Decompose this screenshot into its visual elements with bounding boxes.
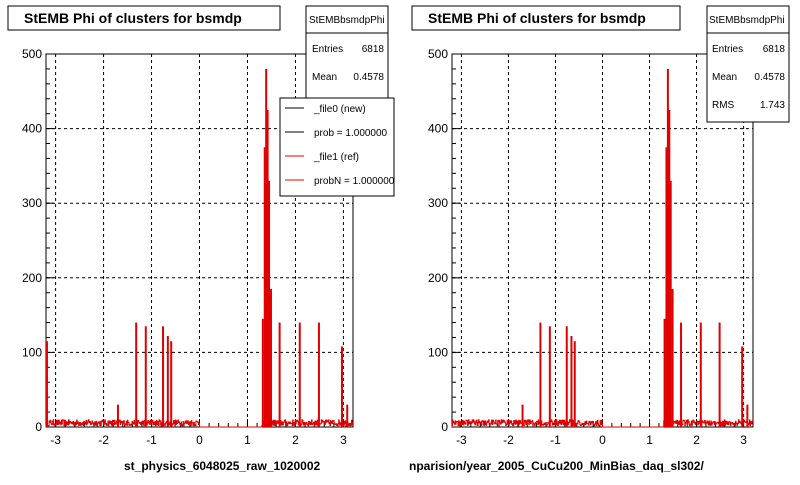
- stats-name: StEMBbsmdpPhi: [709, 15, 785, 26]
- histogram-peak: [266, 109, 269, 427]
- y-tick-label: 300: [428, 196, 448, 210]
- y-tick-label: 400: [428, 122, 448, 136]
- stats-entries-label: Entries: [312, 44, 343, 55]
- x-tick-label: 2: [292, 433, 299, 447]
- x-tick-label: 3: [740, 433, 747, 447]
- x-axis-label: nparision/year_2005_CuCu200_MinBias_daq_…: [409, 459, 704, 473]
- histogram-peak: [298, 322, 301, 427]
- histogram-peak: [548, 326, 551, 427]
- histogram-peak: [573, 341, 576, 427]
- histogram-peak: [340, 346, 343, 427]
- y-tick-label: 500: [22, 47, 42, 61]
- x-tick-label: -2: [503, 433, 514, 447]
- histogram-baseline: [45, 419, 353, 428]
- histogram-peak: [668, 109, 671, 427]
- stats-entries-value: 6818: [362, 44, 385, 55]
- histogram-peak: [669, 180, 672, 427]
- stats-entries-label: Entries: [712, 44, 743, 55]
- y-tick-label: 0: [35, 420, 42, 434]
- stats-entries-value: 6818: [763, 44, 786, 55]
- stats-mean-label: Mean: [712, 72, 737, 83]
- histogram-peak: [521, 404, 524, 427]
- histogram-peak: [116, 404, 119, 427]
- histogram-peak: [170, 341, 173, 427]
- histogram-peak: [268, 180, 271, 427]
- left-panel: StEMB Phi of clusters for bsmdp -3 -2 -1 0 1…: [7, 5, 395, 473]
- histogram-peak: [671, 288, 674, 427]
- y-tick-label: 300: [22, 196, 42, 210]
- y-tick-label: 100: [428, 345, 448, 359]
- y-tick-label: 0: [441, 420, 448, 434]
- y-tick-label: 100: [22, 345, 42, 359]
- chart-title: StEMB Phi of clusters for bsmdp: [428, 10, 646, 26]
- histogram-peak: [166, 335, 169, 427]
- title-box: [7, 5, 281, 31]
- x-tick-label: 1: [646, 433, 653, 447]
- legend-label-ref: _file1 (ref): [313, 152, 359, 163]
- legend-label-prob: prob = 1.000000: [314, 128, 388, 139]
- stats-mean-value: 0.4578: [754, 72, 785, 83]
- histogram-peak: [135, 322, 138, 427]
- histogram-peak: [680, 322, 683, 427]
- histogram-peak: [666, 68, 669, 428]
- title-box: [411, 5, 681, 31]
- stats-rms-label: RMS: [712, 100, 735, 111]
- x-tick-label: -2: [98, 433, 109, 447]
- y-tick-label: 500: [428, 47, 448, 61]
- chart-title: StEMB Phi of clusters for bsmdp: [24, 10, 242, 26]
- y-tick-label: 200: [428, 271, 448, 285]
- histogram-peak: [317, 322, 320, 427]
- x-tick-label: 1: [244, 433, 251, 447]
- x-axis-label: st_physics_6048025_raw_1020002: [124, 459, 320, 473]
- legend-label-new: _file0 (new): [313, 104, 366, 115]
- x-tick-label: -1: [146, 433, 157, 447]
- y-tick-label: 400: [22, 122, 42, 136]
- histogram-peak: [263, 147, 266, 427]
- histogram-peak: [45, 341, 48, 427]
- stats-mean-label: Mean: [312, 72, 337, 83]
- histogram-peak: [741, 346, 744, 427]
- histogram-peak: [539, 322, 542, 427]
- histogram-peak: [718, 322, 721, 427]
- histogram-peak: [699, 322, 702, 427]
- x-tick-label: 2: [693, 433, 700, 447]
- histogram-peak: [346, 404, 349, 427]
- histogram-peak: [144, 326, 147, 427]
- histogram-peak: [570, 335, 573, 427]
- histogram-peak: [278, 322, 281, 427]
- x-tick-label: 3: [340, 433, 347, 447]
- x-tick-label: 0: [196, 433, 203, 447]
- y-tick-label: 200: [22, 271, 42, 285]
- x-tick-label: 0: [599, 433, 606, 447]
- x-tick-label: -3: [456, 433, 467, 447]
- histogram-peak: [746, 404, 749, 427]
- legend: _file0 (new) prob = 1.000000 _file1 (ref…: [279, 97, 395, 197]
- histogram-peak: [261, 318, 264, 427]
- x-tick-label: -3: [50, 433, 61, 447]
- histogram-baseline: [451, 419, 753, 428]
- histogram-peak: [162, 326, 165, 427]
- histogram-peak: [665, 147, 668, 427]
- histogram-peak: [265, 68, 268, 428]
- histogram-peak: [663, 318, 666, 427]
- stats-mean-value: 0.4578: [353, 72, 384, 83]
- right-panel: StEMB Phi of clusters for bsmdp -3 -2 -1 0 1…: [409, 5, 790, 473]
- x-tick-label: -1: [550, 433, 561, 447]
- stats-box: StEMBbsmdpPhi Entries 6818 Mean 0.4578 R…: [706, 5, 790, 123]
- histogram-peak: [269, 288, 272, 427]
- stats-rms-value: 1.743: [760, 100, 785, 111]
- stats-name: StEMBbsmdpPhi: [309, 15, 385, 26]
- histogram-peak: [565, 326, 568, 427]
- legend-label-probn: probN = 1.000000: [314, 176, 395, 187]
